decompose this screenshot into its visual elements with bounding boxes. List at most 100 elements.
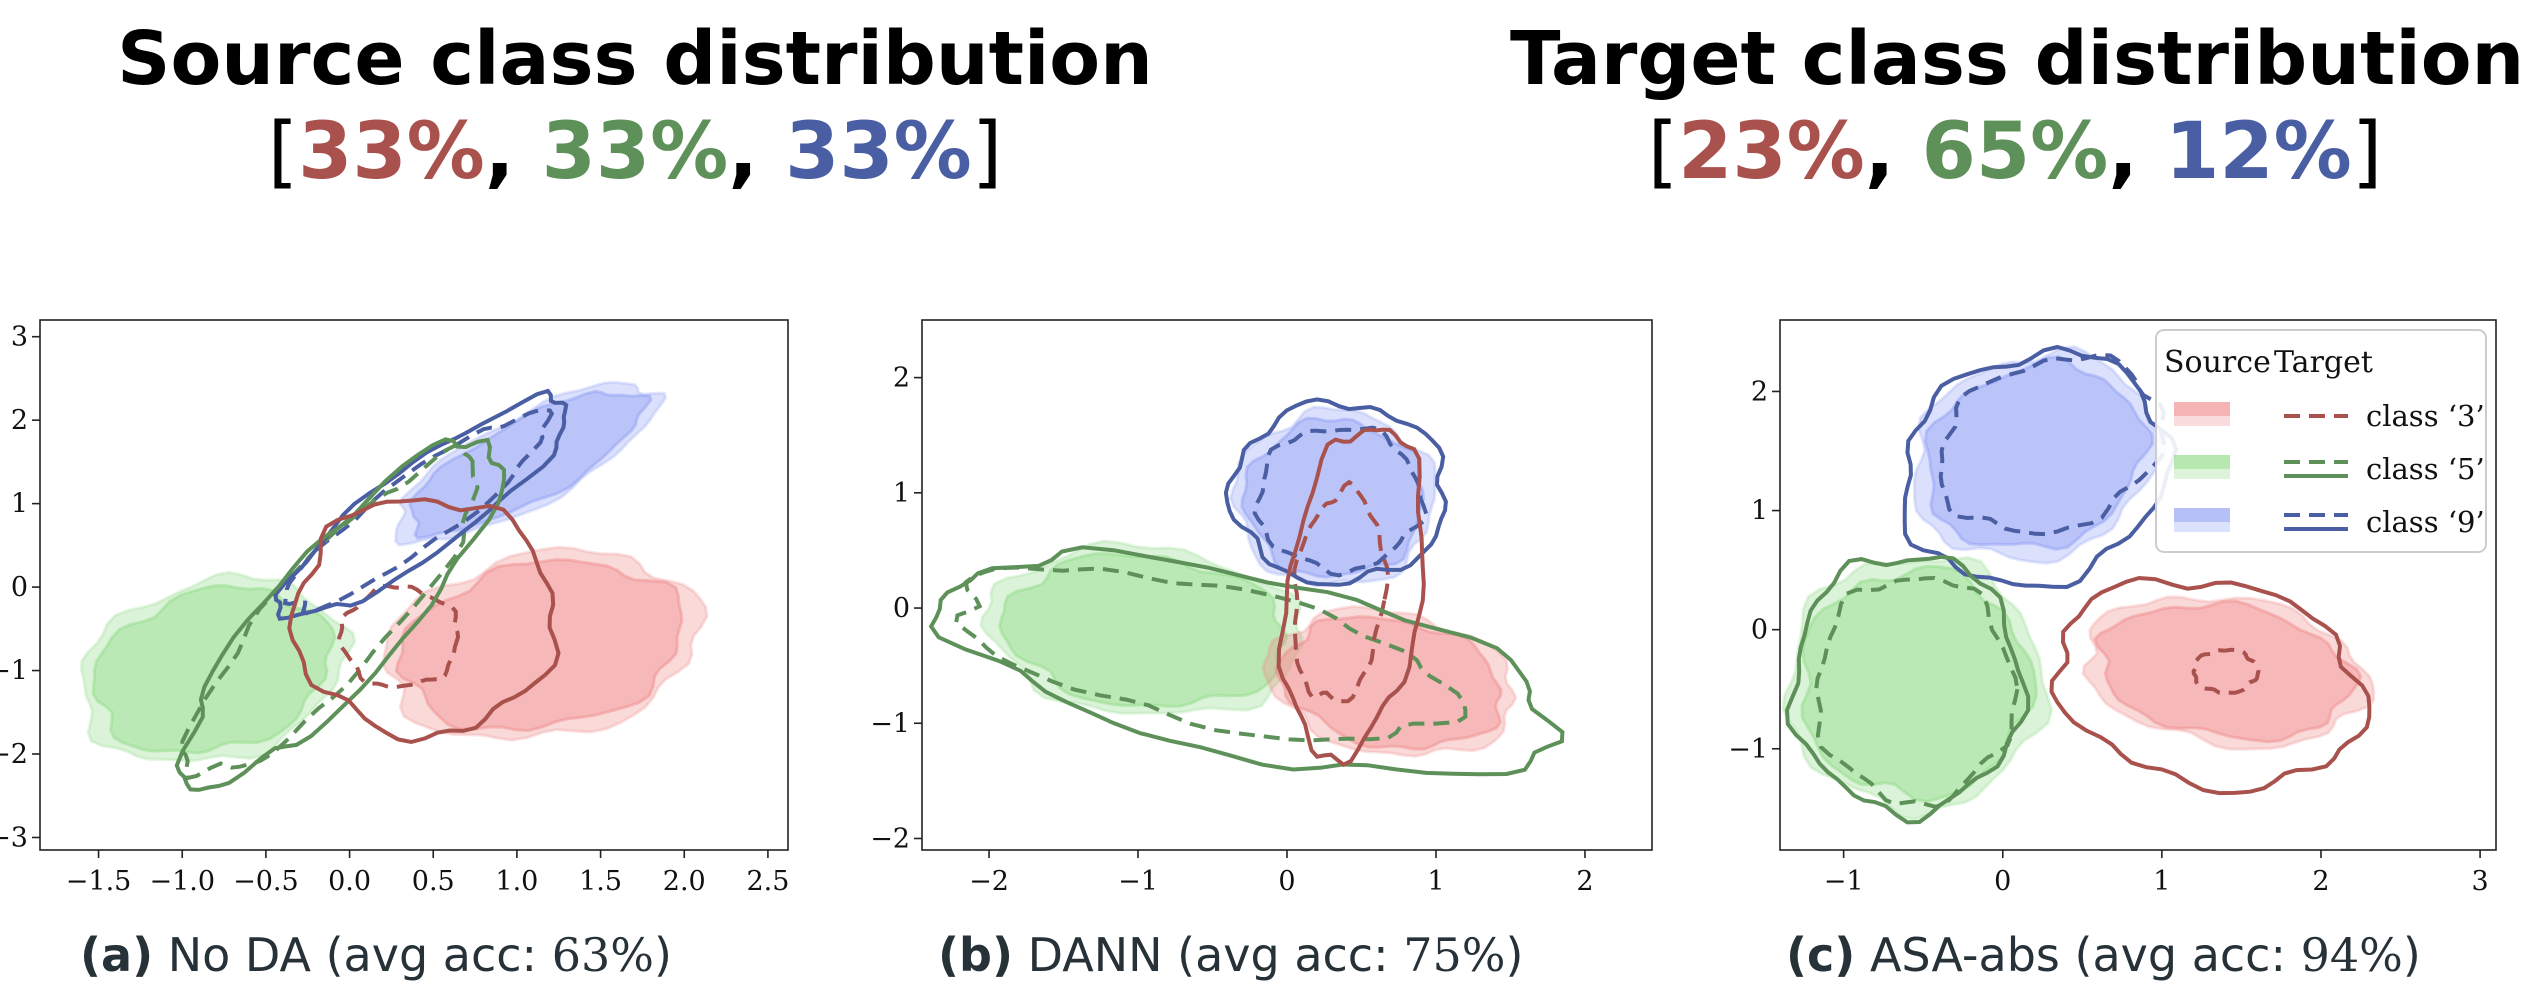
target-solid-contour-class3	[287, 497, 561, 745]
target-solid-contour-class9	[273, 388, 569, 621]
y-tick-label: 0	[11, 572, 28, 603]
y-tick-label: 0	[1751, 615, 1768, 646]
caption-a-name: No DA	[167, 928, 311, 982]
source-title: Source class distribution	[117, 16, 1153, 102]
y-tick-label: −1	[1728, 734, 1768, 765]
source-outer-region-class3	[381, 545, 709, 742]
plot-area	[928, 397, 1565, 777]
x-tick-label: 2	[2312, 866, 2329, 897]
y-tick-label: 1	[1751, 496, 1768, 527]
separator: ,	[2108, 107, 2138, 197]
legend-swatch-inner-class5	[2174, 455, 2230, 469]
target-solid-contour-class3	[2049, 575, 2372, 796]
x-tick-label: 1	[1427, 866, 1444, 897]
x-tick-label: 0	[1994, 866, 2011, 897]
legend-swatch-inner-class9	[2174, 508, 2230, 522]
legend-swatch-inner-class3	[2174, 402, 2230, 416]
x-tick-label: −0.5	[233, 866, 299, 897]
caption-c: (c) ASA-abs (avg acc: 94%)	[1786, 925, 2421, 985]
target-title: Target class distribution	[1510, 16, 2525, 102]
target-dashed-contour-class3	[336, 583, 461, 690]
x-tick-label: 0.5	[412, 866, 455, 897]
source-pct-class3: 33%	[298, 107, 485, 197]
y-tick-label: 2	[893, 363, 910, 394]
caption-a-post: )	[653, 928, 672, 982]
x-tick-label: 0	[1278, 866, 1295, 897]
close-bracket: ]	[2351, 107, 2383, 197]
open-bracket: [	[1647, 107, 1679, 197]
target-heading: Target class distribution [23%, 65%, 12%…	[1510, 14, 2525, 200]
target-solid-contour-class5	[1784, 554, 2031, 825]
close-bracket: ]	[971, 107, 1003, 197]
target-percentages: [23%, 65%, 12%]	[1510, 104, 2520, 200]
y-tick-label: 1	[11, 489, 28, 520]
target-solid-contour-class5	[174, 437, 507, 792]
legend-label-class5: class ‘5’	[2366, 452, 2485, 486]
x-tick-label: 1.0	[495, 866, 538, 897]
source-inner-region-class9	[408, 389, 653, 540]
target-dashed-contour-class5	[954, 565, 1468, 743]
x-tick-label: 2.5	[746, 866, 789, 897]
y-tick-label: 2	[11, 405, 28, 436]
open-bracket: [	[267, 107, 299, 197]
y-tick-label: 1	[893, 478, 910, 509]
plot-frame	[39, 319, 789, 851]
plot-area	[1781, 344, 2376, 825]
y-tick-label: 2	[1751, 376, 1768, 407]
x-tick-label: 2	[1576, 866, 1593, 897]
caption-b-letter: (b)	[938, 928, 1013, 982]
target-dashed-contour-class9	[1938, 352, 2167, 537]
x-tick-label: −1.0	[149, 866, 215, 897]
plot-frame	[1779, 319, 2497, 851]
legend: Source Target class ‘3’ class ‘5’ class ‘9’	[2155, 329, 2487, 553]
legend-target-header: Target	[2274, 345, 2373, 380]
y-tick-label: −2	[0, 739, 28, 770]
source-pct-class9: 33%	[785, 107, 972, 197]
caption-a-letter: (a)	[80, 928, 154, 982]
source-pct-class5: 33%	[541, 107, 729, 197]
legend-label-class9: class ‘9’	[2366, 505, 2485, 539]
panel-b-dann: −2 −1 0 1 2 −2 −1 0 1 2	[870, 319, 1653, 897]
panel-c-asa-abs: −1 0 1 2 3 −1 0 1 2 Source Target class ‘3’ class ‘5…	[1728, 319, 2497, 897]
x-tick-label: 2.0	[663, 866, 706, 897]
target-dashed-contour-class3	[1292, 479, 1391, 704]
x-tick-label: 3	[2471, 866, 2488, 897]
source-outer-region-class9	[1228, 405, 1437, 588]
source-outer-region-class9	[393, 380, 668, 547]
x-tick-label: −1	[1118, 866, 1158, 897]
source-heading: Source class distribution [33%, 33%, 33%…	[90, 14, 1180, 200]
caption-b: (b) DANN (avg acc: 75%)	[938, 925, 1523, 985]
legend-box	[2155, 329, 2487, 553]
x-tick-label: −2	[969, 866, 1009, 897]
x-tick-label: 0.0	[328, 866, 371, 897]
caption-b-value: 75%	[1403, 928, 1506, 982]
caption-b-name: DANN	[1027, 928, 1163, 982]
caption-c-name: ASA-abs	[1869, 928, 2060, 982]
caption-c-value: 94%	[2300, 928, 2403, 982]
x-tick-label: −1	[1824, 866, 1864, 897]
source-outer-region-class5	[979, 539, 1305, 716]
caption-c-pre: (avg acc:	[2074, 928, 2286, 982]
caption-a-value: 63%	[551, 928, 654, 982]
target-dashed-contour-class3	[2191, 647, 2261, 696]
caption-c-post: )	[2402, 928, 2421, 982]
target-solid-contour-class3	[1276, 427, 1426, 768]
target-pct-class5: 65%	[1921, 107, 2109, 197]
separator: ,	[1864, 107, 1895, 197]
caption-a-pre: (avg acc:	[325, 928, 538, 982]
source-inner-region-class3	[2093, 599, 2363, 744]
source-inner-region-class5	[998, 552, 1289, 708]
x-tick-label: 1.5	[579, 866, 622, 897]
target-solid-contour-class9	[1902, 344, 2179, 590]
caption-b-pre: (avg acc:	[1177, 928, 1389, 982]
legend-label-class3: class ‘3’	[2366, 399, 2485, 433]
source-outer-region-class5	[1781, 555, 2054, 822]
caption-b-post: )	[1505, 928, 1524, 982]
y-tick-label: −1	[0, 656, 28, 687]
x-tick-label: −1.5	[66, 866, 132, 897]
caption-c-letter: (c)	[1786, 928, 1856, 982]
target-solid-contour-class9	[1223, 397, 1448, 587]
source-percentages: [33%, 33%, 33%]	[90, 104, 1180, 200]
y-tick-label: −3	[0, 822, 28, 853]
